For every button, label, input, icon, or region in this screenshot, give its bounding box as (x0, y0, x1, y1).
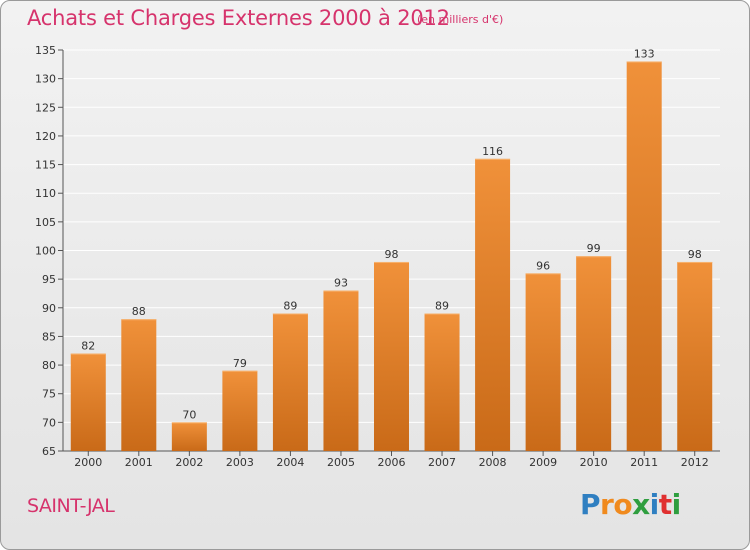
data-label: 116 (482, 145, 503, 158)
x-tick-label: 2010 (580, 456, 608, 469)
data-label: 98 (688, 248, 702, 261)
data-label: 88 (132, 305, 146, 318)
bar (171, 422, 207, 451)
data-label: 133 (634, 47, 655, 60)
data-label: 93 (334, 277, 348, 290)
logo-letter: o (613, 488, 633, 521)
bar (626, 61, 662, 451)
data-label: 96 (536, 259, 550, 272)
y-tick-label: 105 (35, 216, 56, 229)
y-tick-label: 75 (42, 388, 56, 401)
x-tick-label: 2007 (428, 456, 456, 469)
y-tick-label: 80 (42, 359, 56, 372)
bar (121, 319, 157, 451)
y-tick-label: 115 (35, 159, 56, 172)
logo-letter: i (671, 488, 682, 521)
data-label: 82 (81, 340, 95, 353)
data-label: 79 (233, 357, 247, 370)
bar (677, 261, 713, 451)
x-tick-label: 2005 (327, 456, 355, 469)
y-tick-label: 110 (35, 187, 56, 200)
y-tick-label: 85 (42, 330, 56, 343)
y-tick-label: 100 (35, 245, 56, 258)
x-tick-label: 2006 (378, 456, 406, 469)
logo-letter: i (649, 488, 660, 521)
logo-letter: x (632, 488, 650, 521)
bar (272, 313, 308, 451)
y-tick-label: 125 (35, 101, 56, 114)
data-label: 89 (435, 300, 449, 313)
y-tick-label: 70 (42, 416, 56, 429)
x-tick-label: 2012 (681, 456, 709, 469)
x-tick-label: 2001 (125, 456, 153, 469)
bar (576, 256, 612, 451)
x-tick-label: 2011 (630, 456, 658, 469)
bar (323, 290, 359, 451)
x-tick-label: 2003 (226, 456, 254, 469)
x-tick-label: 2000 (74, 456, 102, 469)
logo-letter: P (580, 488, 601, 521)
x-tick-label: 2002 (175, 456, 203, 469)
y-tick-label: 135 (35, 44, 56, 57)
y-tick-label: 120 (35, 130, 56, 143)
data-label: 89 (283, 300, 297, 313)
bar (70, 353, 106, 451)
bar (374, 261, 409, 451)
x-tick-label: 2008 (479, 456, 507, 469)
data-label: 70 (182, 408, 196, 421)
chart-title: Achats et Charges Externes 2000 à 2012 (27, 6, 450, 30)
y-tick-label: 95 (42, 273, 56, 286)
x-tick-label: 2009 (529, 456, 557, 469)
data-label: 98 (385, 248, 399, 261)
logo-letter: t (658, 488, 672, 521)
bar (475, 158, 511, 452)
place-name: SAINT-JAL (27, 495, 115, 517)
bar (525, 273, 561, 451)
y-tick-label: 130 (35, 73, 56, 86)
bar (222, 370, 258, 451)
data-label: 99 (587, 242, 601, 255)
proxiti-logo: Proxiti (580, 488, 681, 521)
y-tick-label: 90 (42, 302, 56, 315)
logo-letter: r (600, 488, 614, 521)
y-tick-label: 65 (42, 445, 56, 458)
chart-subtitle: (en milliers d'€) (417, 13, 504, 26)
x-tick-label: 2004 (276, 456, 304, 469)
bar (424, 313, 460, 451)
